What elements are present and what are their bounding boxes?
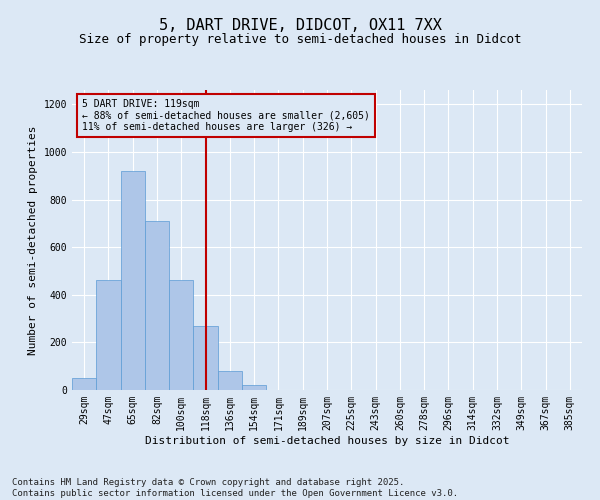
Text: 5, DART DRIVE, DIDCOT, OX11 7XX: 5, DART DRIVE, DIDCOT, OX11 7XX bbox=[158, 18, 442, 32]
Bar bbox=[169, 280, 193, 390]
Bar bbox=[121, 171, 145, 390]
Bar bbox=[218, 371, 242, 390]
Text: 5 DART DRIVE: 119sqm
← 88% of semi-detached houses are smaller (2,605)
11% of se: 5 DART DRIVE: 119sqm ← 88% of semi-detac… bbox=[82, 99, 370, 132]
Text: Contains HM Land Registry data © Crown copyright and database right 2025.
Contai: Contains HM Land Registry data © Crown c… bbox=[12, 478, 458, 498]
X-axis label: Distribution of semi-detached houses by size in Didcot: Distribution of semi-detached houses by … bbox=[145, 436, 509, 446]
Bar bbox=[242, 385, 266, 390]
Bar bbox=[96, 280, 121, 390]
Y-axis label: Number of semi-detached properties: Number of semi-detached properties bbox=[28, 125, 38, 355]
Bar bbox=[193, 326, 218, 390]
Bar bbox=[145, 221, 169, 390]
Text: Size of property relative to semi-detached houses in Didcot: Size of property relative to semi-detach… bbox=[79, 32, 521, 46]
Bar bbox=[72, 378, 96, 390]
